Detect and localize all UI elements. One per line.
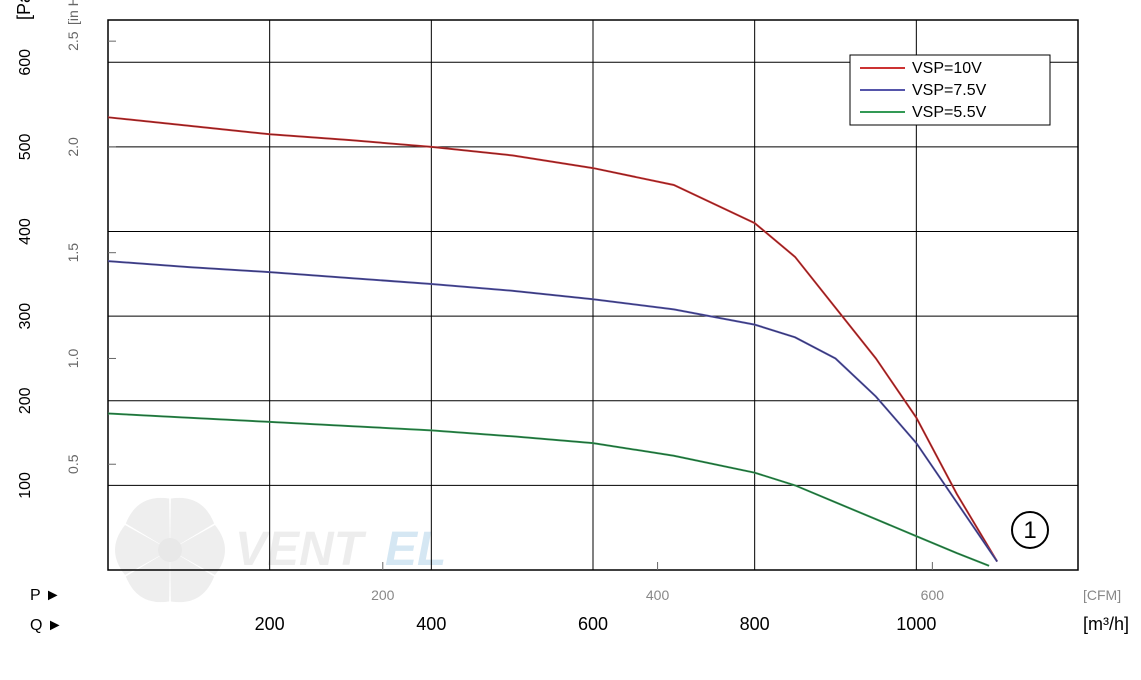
svg-text:EL: EL xyxy=(385,523,446,576)
x-axis-label: [m³/h] xyxy=(1083,614,1129,634)
chart-svg: VENT EL 100 200 300 400 500 600 [Pa] 0.5 1.0 1.5 2.0… xyxy=(0,0,1141,680)
y-axis-label: [Pa] xyxy=(14,0,34,20)
y-tick-label: 300 xyxy=(17,303,34,330)
x-tick-label: 800 xyxy=(740,614,770,634)
x2-tick-label: 600 xyxy=(921,587,945,603)
x2-tick-label: 200 xyxy=(371,587,395,603)
y-tick-label: 600 xyxy=(17,49,34,76)
x-tick-label: 1000 xyxy=(896,614,936,634)
x2-axis-label: [CFM] xyxy=(1083,587,1121,603)
legend-label: VSP=5.5V xyxy=(912,104,987,121)
x-tick-label: 600 xyxy=(578,614,608,634)
legend-label: VSP=10V xyxy=(912,60,982,77)
y-tick-label: 500 xyxy=(17,133,34,160)
x-tick-label: 400 xyxy=(416,614,446,634)
x-tick-label: 200 xyxy=(255,614,285,634)
fan-performance-chart: VENT EL 100 200 300 400 500 600 [Pa] 0.5 1.0 1.5 2.0… xyxy=(0,0,1141,680)
p-marker: P ► xyxy=(30,587,61,604)
y2-tick-label: 1.5 xyxy=(65,243,81,263)
y-tick-label: 400 xyxy=(17,218,34,245)
q-marker: Q ► xyxy=(30,617,63,634)
y-tick-label: 200 xyxy=(17,387,34,414)
y-tick-label: 100 xyxy=(17,472,34,499)
y2-tick-label: 1.0 xyxy=(65,349,81,369)
svg-text:VENT: VENT xyxy=(235,523,367,576)
y2-tick-label: 2.0 xyxy=(65,137,81,157)
annotation-label: 1 xyxy=(1023,517,1036,544)
y2-tick-label: 2.5 xyxy=(65,31,81,51)
legend-label: VSP=7.5V xyxy=(912,82,987,99)
y2-tick-label: 0.5 xyxy=(65,454,81,474)
x2-tick-label: 400 xyxy=(646,587,670,603)
y2-axis-label: [in H₂O] xyxy=(65,0,81,25)
